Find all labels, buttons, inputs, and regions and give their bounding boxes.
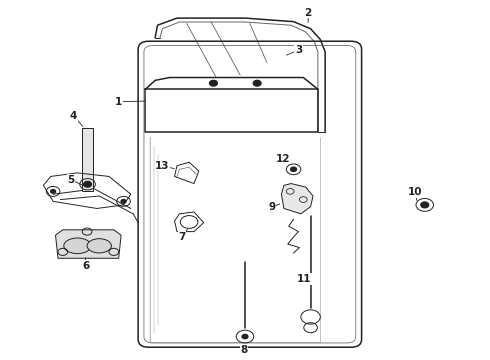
- Circle shape: [210, 80, 217, 86]
- Text: 7: 7: [178, 232, 186, 242]
- Circle shape: [242, 334, 248, 339]
- Text: 12: 12: [276, 154, 290, 164]
- Text: 4: 4: [70, 111, 77, 121]
- Bar: [82, 129, 93, 191]
- Circle shape: [121, 199, 126, 203]
- Polygon shape: [281, 184, 313, 214]
- Polygon shape: [55, 230, 121, 258]
- Text: 11: 11: [297, 274, 312, 284]
- Text: 8: 8: [241, 345, 247, 355]
- Text: 5: 5: [68, 175, 74, 185]
- Circle shape: [50, 190, 55, 193]
- Text: 1: 1: [115, 97, 122, 107]
- Text: 2: 2: [304, 8, 312, 18]
- Text: 6: 6: [82, 261, 89, 271]
- Ellipse shape: [87, 239, 111, 253]
- Circle shape: [84, 181, 92, 187]
- Ellipse shape: [64, 238, 91, 254]
- Circle shape: [253, 80, 261, 86]
- Text: 10: 10: [408, 188, 422, 197]
- Text: 9: 9: [269, 202, 276, 212]
- Text: 3: 3: [295, 45, 302, 55]
- Text: 13: 13: [155, 161, 170, 171]
- Circle shape: [421, 202, 429, 208]
- Circle shape: [291, 167, 296, 171]
